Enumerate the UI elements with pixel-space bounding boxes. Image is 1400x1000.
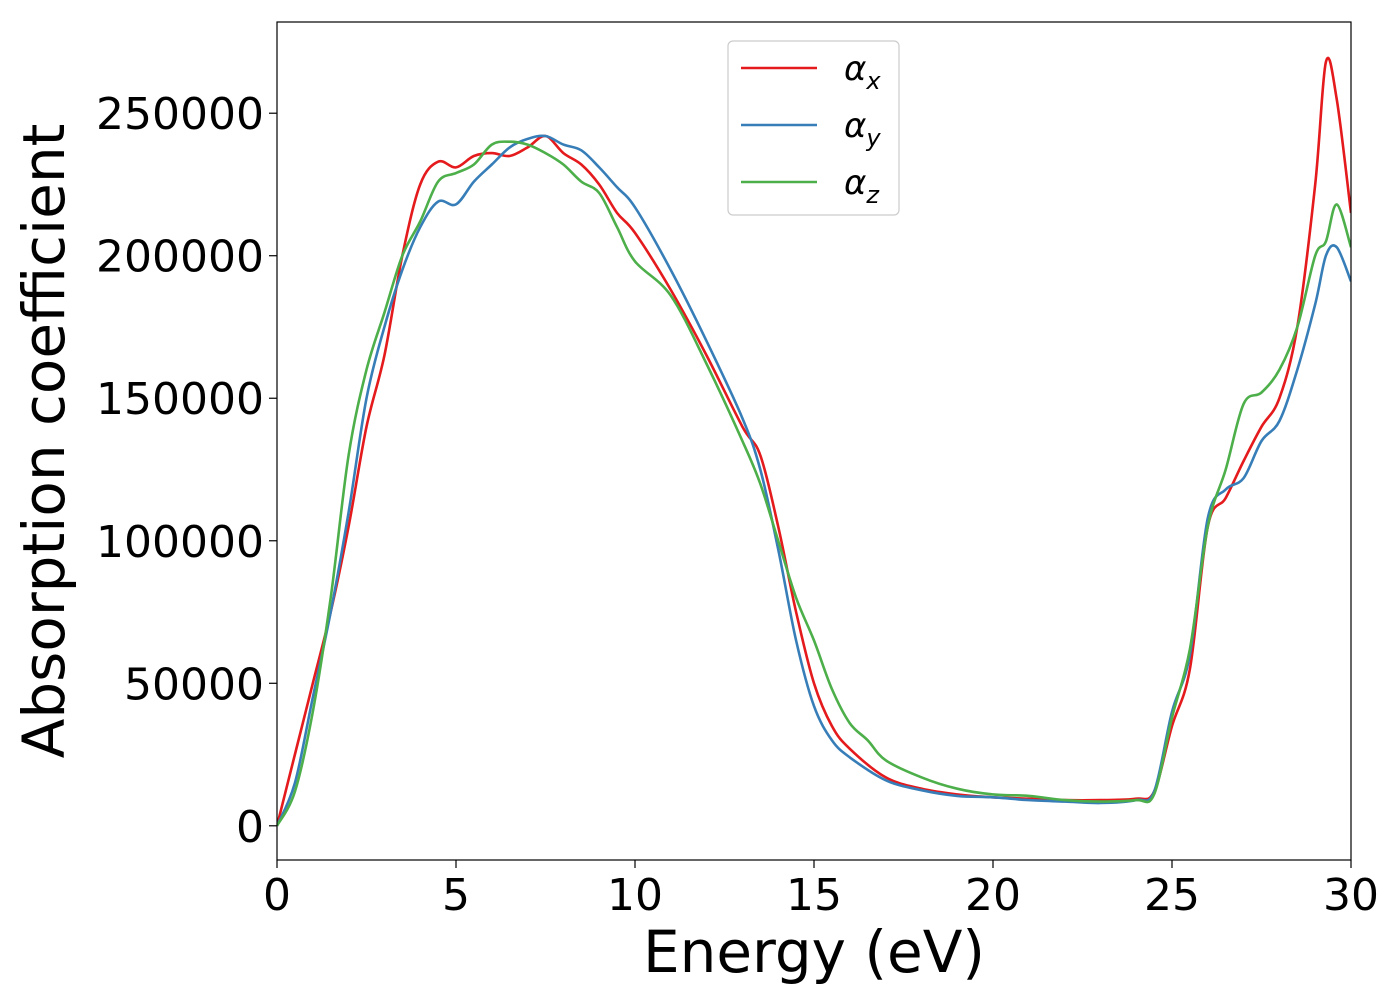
y-axis: 0 50000 100000 150000 200000 250000 xyxy=(96,89,277,853)
x-tick-label: 10 xyxy=(607,870,663,921)
y-tick-label: 0 xyxy=(236,802,264,853)
x-tick-label: 5 xyxy=(442,870,470,921)
y-tick-label: 250000 xyxy=(96,89,264,140)
y-axis-title: Absorption coefficient xyxy=(10,124,78,759)
plot-lines xyxy=(277,56,1351,827)
x-tick-label: 25 xyxy=(1144,870,1200,921)
y-tick-label: 200000 xyxy=(96,232,264,283)
x-tick-label: 0 xyxy=(263,870,291,921)
legend: αx αy αz xyxy=(727,40,900,216)
series-line-x xyxy=(277,56,1351,827)
x-axis-title: Energy (eV) xyxy=(643,918,985,986)
legend-label-x: αx xyxy=(844,49,881,95)
x-axis: 0 5 10 15 20 25 30 xyxy=(263,860,1379,921)
series-line-y xyxy=(277,134,1351,827)
x-tick-label: 20 xyxy=(965,870,1021,921)
legend-label-y: αy xyxy=(844,106,881,152)
series-line-z xyxy=(277,140,1351,827)
legend-box xyxy=(727,40,900,216)
y-tick-label: 50000 xyxy=(124,659,264,710)
y-tick-label: 150000 xyxy=(96,374,264,425)
x-tick-label: 30 xyxy=(1323,870,1379,921)
x-tick-label: 15 xyxy=(786,870,842,921)
legend-label-z: αz xyxy=(844,163,880,209)
y-tick-label: 100000 xyxy=(96,517,264,568)
